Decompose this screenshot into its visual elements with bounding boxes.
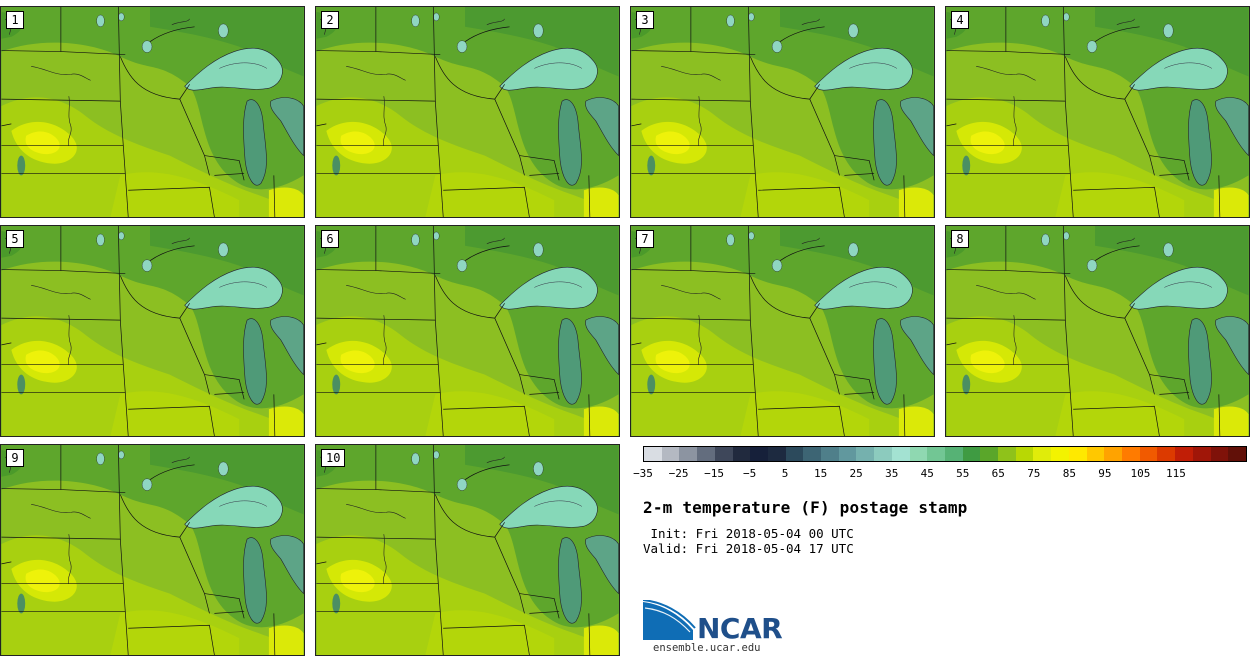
member-panel-7[interactable]: 7 [630, 225, 935, 437]
member-label: 10 [321, 449, 346, 467]
colorbar-tick-label: −5 [742, 467, 757, 480]
colorbar-swatch [856, 447, 875, 461]
init-time: Init: Fri 2018-05-04 00 UTC [643, 526, 854, 541]
colorbar-tick-label: 15 [814, 467, 828, 480]
valid-time: Valid: Fri 2018-05-04 17 UTC [643, 541, 854, 556]
member-panel-4[interactable]: 4 [945, 6, 1250, 218]
member-label: 8 [951, 230, 969, 248]
member-panel-1[interactable]: 1 [0, 6, 305, 218]
colorbar-swatch [874, 447, 892, 461]
colorbar-tick-label: −25 [668, 467, 689, 480]
colorbar-swatch [1068, 447, 1087, 461]
colorbar-swatch [1104, 447, 1122, 461]
ncar-logo-icon [643, 600, 696, 640]
colorbar-swatch [1192, 447, 1211, 461]
member-map-10 [316, 445, 619, 655]
member-panel-5[interactable]: 5 [0, 225, 305, 437]
colorbar-swatch [838, 447, 857, 461]
colorbar-swatch [1157, 447, 1176, 461]
colorbar-tick-label: 105 [1130, 467, 1151, 480]
colorbar-swatch [980, 447, 999, 461]
colorbar-swatch [803, 447, 822, 461]
member-map-5 [1, 226, 304, 436]
member-map-6 [316, 226, 619, 436]
colorbar-swatch [1175, 447, 1193, 461]
member-label: 4 [951, 11, 969, 29]
colorbar-swatch [767, 447, 786, 461]
logo-swoosh [643, 602, 693, 640]
colorbar-swatch [962, 447, 981, 461]
colorbar-swatch [998, 447, 1016, 461]
colorbar-swatch [697, 447, 715, 461]
member-panel-9[interactable]: 9 [0, 444, 305, 656]
colorbar-tick-label: 65 [991, 467, 1005, 480]
member-panel-8[interactable]: 8 [945, 225, 1250, 437]
member-label: 5 [6, 230, 24, 248]
member-panel-6[interactable]: 6 [315, 225, 620, 437]
colorbar-tick-label: 45 [920, 467, 934, 480]
colorbar-swatch [821, 447, 839, 461]
ncar-logo-text: NCAR [697, 612, 783, 645]
colorbar-swatch [927, 447, 945, 461]
website-link[interactable]: ensemble.ucar.edu [653, 642, 761, 654]
member-map-4 [946, 7, 1249, 217]
colorbar-swatch [750, 447, 768, 461]
colorbar-tick-label: −15 [704, 467, 724, 480]
colorbar-swatch [644, 447, 662, 461]
colorbar-tick-label: 35 [885, 467, 899, 480]
colorbar-tick-label: 25 [849, 467, 863, 480]
member-label: 7 [636, 230, 654, 248]
colorbar-swatch [785, 447, 804, 461]
member-panel-10[interactable]: 10 [315, 444, 620, 656]
colorbar-tick-label: 95 [1098, 467, 1112, 480]
colorbar-swatch [944, 447, 963, 461]
colorbar-swatch [661, 447, 680, 461]
colorbar-swatch [679, 447, 698, 461]
member-label: 3 [636, 11, 654, 29]
logo-highlight [644, 607, 691, 633]
member-map-7 [631, 226, 934, 436]
member-map-9 [1, 445, 304, 655]
colorbar-swatch [732, 447, 751, 461]
temperature-colorbar [643, 446, 1247, 462]
member-label: 9 [6, 449, 24, 467]
member-label: 6 [321, 230, 339, 248]
member-map-1 [1, 7, 304, 217]
colorbar-tick-label: −35 [633, 467, 653, 480]
colorbar-swatch [1051, 447, 1069, 461]
colorbar-swatch [714, 447, 733, 461]
member-label: 1 [6, 11, 24, 29]
member-map-2 [316, 7, 619, 217]
colorbar-tick-label: 85 [1062, 467, 1076, 480]
colorbar-swatch [1228, 447, 1246, 461]
colorbar-tick-label: 75 [1027, 467, 1041, 480]
member-map-3 [631, 7, 934, 217]
logo-arc [643, 600, 696, 629]
colorbar-swatch [909, 447, 928, 461]
member-map-8 [946, 226, 1249, 436]
page-title: 2-m temperature (F) postage stamp [643, 498, 968, 517]
colorbar-swatch [1015, 447, 1034, 461]
colorbar-swatch [1139, 447, 1158, 461]
member-label: 2 [321, 11, 339, 29]
member-panel-2[interactable]: 2 [315, 6, 620, 218]
member-panel-3[interactable]: 3 [630, 6, 935, 218]
colorbar-swatch [1086, 447, 1105, 461]
colorbar-swatch [1121, 447, 1140, 461]
colorbar-tick-label: 55 [956, 467, 970, 480]
colorbar-tick-label: 115 [1166, 467, 1186, 480]
colorbar-swatch [1210, 447, 1229, 461]
colorbar-tick-label: 5 [781, 467, 789, 480]
colorbar-swatch [1033, 447, 1052, 461]
colorbar-swatch [891, 447, 910, 461]
